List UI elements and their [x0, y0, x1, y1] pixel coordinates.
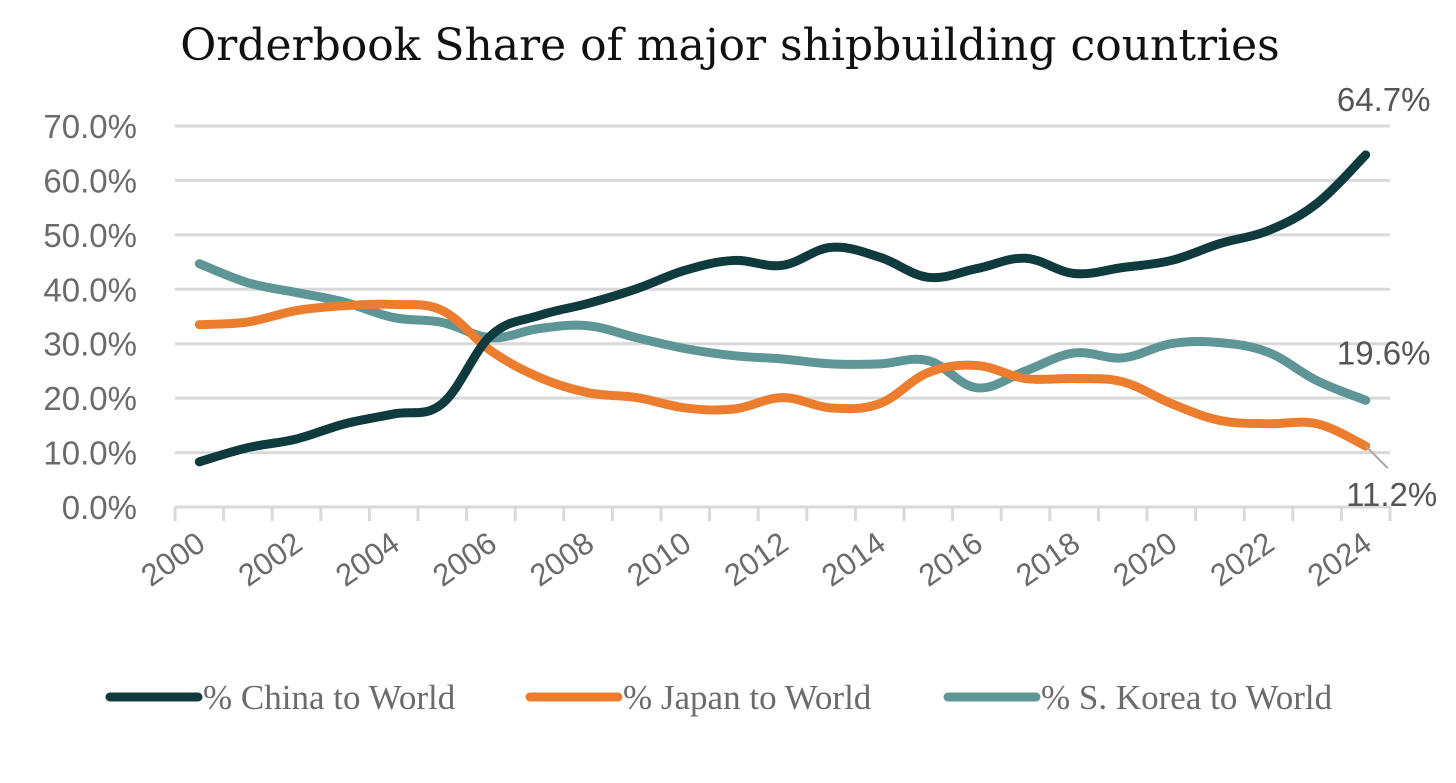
series-lines	[194, 150, 1371, 467]
x-tick-label: 2006	[426, 525, 503, 593]
y-tick-label: 20.0%	[43, 380, 137, 417]
x-tick-label: 2004	[329, 525, 406, 593]
gridlines	[175, 124, 1390, 455]
annotation-leader-line	[1364, 445, 1389, 469]
legend-item: % China to World	[105, 678, 456, 717]
y-tick-label: 70.0%	[43, 108, 137, 145]
x-tick-label: 2016	[912, 525, 989, 593]
y-tick-label: 10.0%	[43, 435, 137, 472]
series-line-japan-to-world	[194, 299, 1371, 451]
legend-item: % Japan to World	[525, 678, 872, 717]
data-label: 64.7%	[1337, 81, 1431, 118]
x-tick-label: 2022	[1204, 525, 1281, 593]
x-tick-label: 2012	[718, 525, 795, 593]
series-line-china-to-world	[194, 150, 1371, 467]
legend: % China to World % Japan to World % S. Kor…	[105, 678, 1333, 717]
x-tick-label: 2014	[815, 525, 892, 593]
x-tick-label: 2024	[1301, 525, 1378, 593]
y-tick-label: 50.0%	[43, 217, 137, 254]
x-tick-label: 2008	[524, 525, 601, 593]
y-tick-label: 60.0%	[43, 162, 137, 199]
legend-label: % China to World	[203, 678, 456, 717]
legend-item: % S. Korea to World	[943, 678, 1333, 717]
legend-label: % S. Korea to World	[1041, 678, 1333, 717]
x-tick-label: 2018	[1010, 525, 1087, 593]
y-tick-label: 40.0%	[43, 271, 137, 308]
y-tick-label: 30.0%	[43, 326, 137, 363]
y-axis: 0.0% 10.0% 20.0% 30.0% 40.0% 50.0% 60.0% 70.0%	[43, 108, 137, 526]
series-line-s-korea-to-world	[194, 259, 1371, 405]
data-annotations: 64.7% 19.6% 11.2%	[1337, 81, 1437, 513]
y-tick-label: 0.0%	[62, 489, 137, 526]
data-label: 19.6%	[1337, 334, 1431, 371]
data-label: 11.2%	[1346, 476, 1437, 513]
legend-label: % Japan to World	[623, 678, 872, 717]
x-tick-label: 2002	[232, 525, 309, 593]
chart-title: Orderbook Share of major shipbuilding co…	[180, 20, 1280, 71]
x-axis: 2000 2002 2004 2006 2008 2010 2012 2014 2016 2018…	[135, 505, 1392, 593]
x-tick-label: 2020	[1107, 525, 1184, 593]
x-tick-label: 2010	[621, 525, 698, 593]
x-tick-label: 2000	[135, 525, 212, 593]
